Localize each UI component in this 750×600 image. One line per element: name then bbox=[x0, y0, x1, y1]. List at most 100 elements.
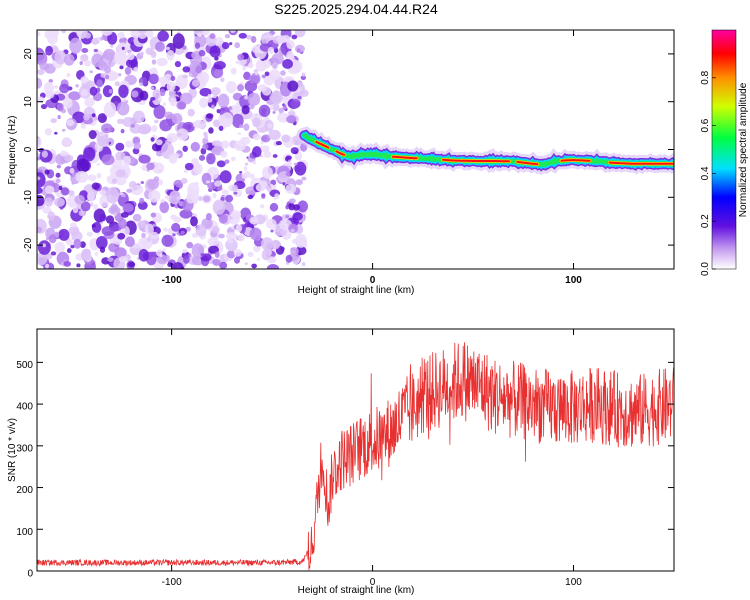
noise-speckle-blob bbox=[286, 50, 294, 60]
noise-speckle-blob bbox=[261, 86, 272, 96]
noise-speckle-blob bbox=[199, 97, 209, 108]
noise-speckle-blob bbox=[275, 140, 282, 146]
snr-axes: -100 0 100 0 100 200 300 400 500 bbox=[16, 329, 674, 588]
noise-speckle-blob bbox=[115, 175, 127, 186]
noise-speckle-blob bbox=[187, 108, 195, 117]
noise-speckle-blob bbox=[261, 249, 272, 261]
noise-speckle-blob bbox=[214, 180, 222, 187]
noise-speckle-blob bbox=[113, 211, 118, 217]
noise-speckle-blob bbox=[261, 135, 268, 142]
noise-speckle-blob bbox=[193, 163, 203, 175]
noise-speckle-blob bbox=[231, 225, 235, 230]
noise-speckle-blob bbox=[156, 93, 160, 96]
noise-speckle-blob bbox=[120, 209, 124, 213]
noise-speckle-blob bbox=[39, 62, 50, 71]
noise-speckle-blob bbox=[124, 66, 132, 75]
noise-speckle-blob bbox=[244, 80, 258, 92]
noise-speckle-blob bbox=[150, 137, 155, 142]
noise-speckle-blob bbox=[243, 123, 250, 131]
noise-speckle-blob bbox=[261, 237, 274, 251]
noise-speckle-blob bbox=[139, 197, 145, 204]
noise-speckle-blob bbox=[83, 147, 96, 162]
noise-speckle-blob bbox=[37, 194, 45, 207]
noise-speckle-blob bbox=[261, 74, 266, 79]
noise-speckle-blob bbox=[295, 179, 304, 186]
signal-core bbox=[608, 161, 674, 165]
noise-speckle-blob bbox=[139, 82, 143, 87]
noise-speckle-blob bbox=[226, 250, 236, 259]
noise-speckle-blob bbox=[295, 233, 307, 248]
noise-speckle-blob bbox=[256, 257, 260, 261]
noise-speckle-blob bbox=[270, 179, 277, 186]
noise-speckle-blob bbox=[116, 101, 130, 116]
noise-speckle-blob bbox=[211, 104, 215, 110]
noise-speckle-blob bbox=[237, 53, 245, 61]
colorbar-tick-label: 0.0 bbox=[700, 262, 711, 276]
noise-speckle-blob bbox=[66, 248, 72, 254]
noise-speckle-blob bbox=[212, 193, 217, 199]
noise-speckle-blob bbox=[137, 220, 147, 229]
noise-speckle-blob bbox=[209, 33, 216, 40]
noise-speckle-blob bbox=[63, 261, 72, 267]
noise-speckle-blob bbox=[88, 130, 97, 140]
noise-speckle-blob bbox=[182, 45, 187, 50]
noise-speckle-blob bbox=[104, 65, 112, 74]
noise-speckle-blob bbox=[297, 95, 302, 100]
noise-speckle-blob bbox=[117, 218, 128, 229]
noise-speckle-blob bbox=[97, 135, 110, 148]
noise-speckle-blob bbox=[291, 34, 298, 40]
y-tick-label: 200 bbox=[16, 485, 33, 496]
noise-speckle-blob bbox=[280, 70, 286, 76]
noise-speckle-blob bbox=[55, 172, 61, 178]
signal-core bbox=[335, 150, 346, 156]
noise-speckle-blob bbox=[137, 201, 148, 210]
noise-speckle-blob bbox=[81, 48, 89, 54]
noise-speckle-blob bbox=[214, 251, 220, 258]
noise-speckle-blob bbox=[114, 81, 120, 87]
noise-speckle-blob bbox=[150, 86, 155, 90]
noise-speckle-blob bbox=[172, 262, 184, 269]
noise-speckle-blob bbox=[186, 241, 194, 249]
noise-speckle-blob bbox=[55, 178, 61, 183]
noise-speckle-blob bbox=[180, 230, 185, 235]
noise-speckle-blob bbox=[191, 79, 200, 87]
noise-speckle-blob bbox=[282, 59, 293, 69]
noise-speckle-blob bbox=[157, 254, 169, 265]
noise-speckle-blob bbox=[84, 97, 95, 107]
noise-speckle-blob bbox=[169, 97, 177, 107]
noise-speckle-blob bbox=[166, 50, 175, 61]
noise-speckle-blob bbox=[75, 170, 89, 183]
noise-speckle-blob bbox=[250, 35, 257, 43]
noise-speckle-blob bbox=[93, 48, 98, 53]
noise-speckle-blob bbox=[262, 166, 273, 179]
noise-speckle-blob bbox=[132, 147, 140, 155]
noise-speckle-blob bbox=[205, 180, 210, 184]
noise-speckle-blob bbox=[45, 50, 52, 56]
noise-speckle-blob bbox=[220, 112, 234, 128]
noise-speckle-blob bbox=[112, 158, 123, 169]
noise-speckle-blob bbox=[97, 113, 107, 124]
noise-speckle-blob bbox=[126, 52, 135, 61]
noise-speckle-blob bbox=[179, 209, 193, 219]
noise-speckle-blob bbox=[70, 244, 75, 249]
noise-speckle-blob bbox=[106, 186, 120, 204]
signal-core bbox=[315, 140, 330, 149]
y-tick-label: 10 bbox=[23, 96, 34, 108]
noise-speckle-blob bbox=[207, 237, 219, 246]
noise-speckle-blob bbox=[79, 241, 86, 249]
noise-speckle-blob bbox=[285, 254, 293, 263]
noise-speckle-blob bbox=[164, 111, 174, 120]
noise-speckle-blob bbox=[80, 123, 86, 129]
noise-speckle-blob bbox=[239, 171, 243, 174]
noise-speckle-blob bbox=[105, 215, 115, 224]
noise-speckle-blob bbox=[152, 162, 165, 174]
noise-speckle-blob bbox=[301, 176, 307, 181]
noise-speckle-blob bbox=[194, 42, 201, 49]
noise-speckle-blob bbox=[89, 202, 94, 207]
noise-speckle-blob bbox=[162, 102, 166, 107]
noise-speckle-blob bbox=[150, 212, 157, 218]
noise-speckle-blob bbox=[237, 132, 242, 135]
noise-speckle-blob bbox=[117, 232, 126, 240]
